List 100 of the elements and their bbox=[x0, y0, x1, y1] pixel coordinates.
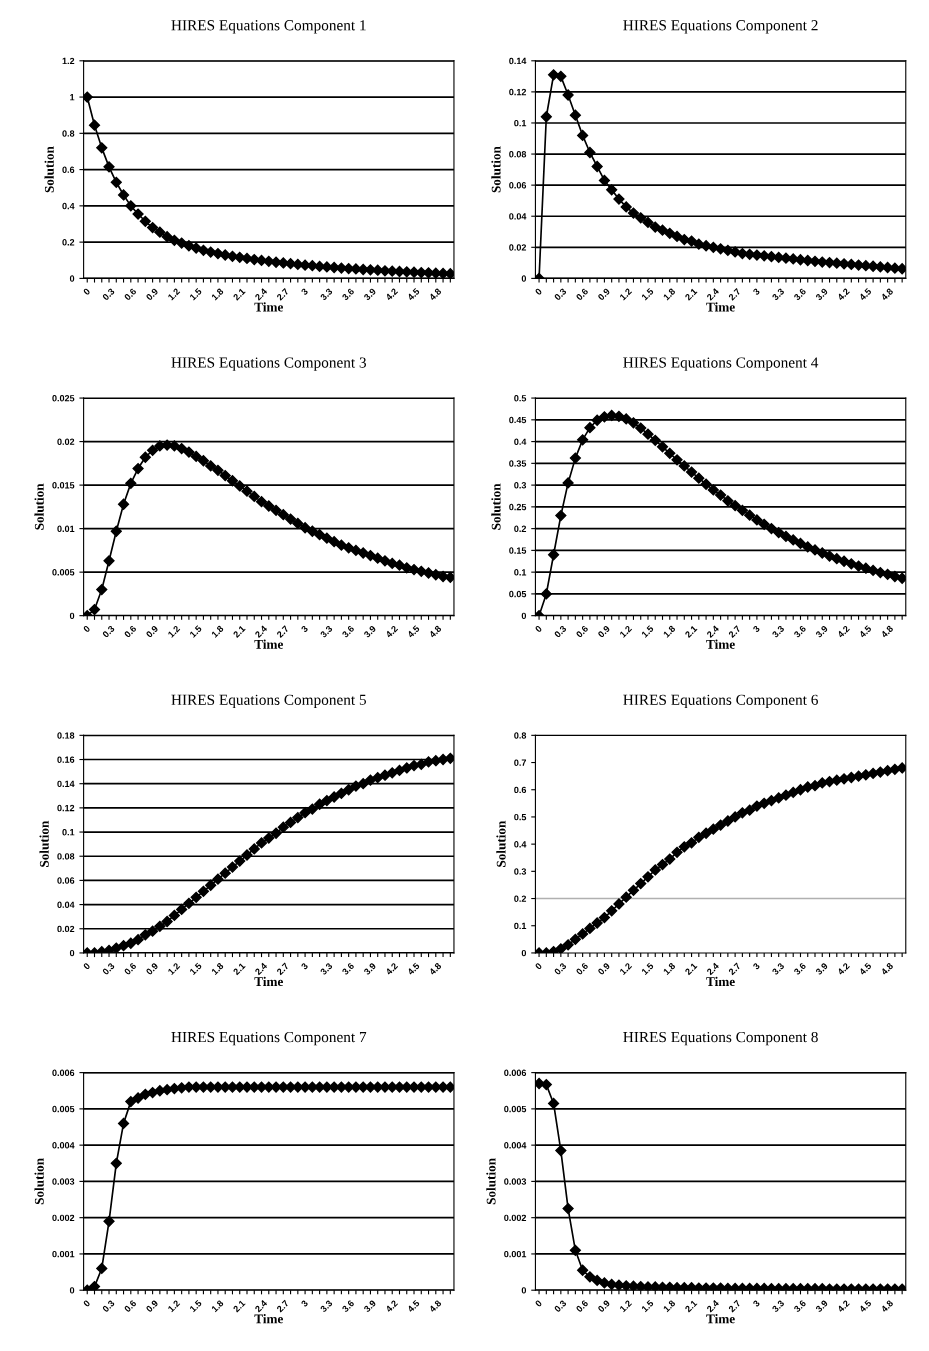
y-tick-label: 0.8 bbox=[514, 732, 527, 739]
point bbox=[729, 811, 741, 823]
point bbox=[555, 70, 567, 82]
x-tick-label: 1.2 bbox=[167, 962, 181, 976]
x-tick-label: 3.6 bbox=[793, 625, 807, 639]
y-tick-label: 0.3 bbox=[514, 868, 527, 875]
point bbox=[562, 939, 574, 951]
y-tick-label: 0.01 bbox=[57, 525, 75, 532]
point bbox=[139, 215, 151, 227]
point bbox=[350, 544, 362, 556]
y-tick-label: 0.001 bbox=[504, 1250, 527, 1258]
x-tick-label: 0.9 bbox=[145, 287, 159, 301]
chart-title: HIRES Equations Component 7 bbox=[171, 1031, 367, 1046]
x-tick-label: 0.3 bbox=[102, 962, 115, 976]
x-tick-label: 0 bbox=[82, 1299, 91, 1308]
point bbox=[328, 791, 340, 803]
y-tick-label: 0.8 bbox=[62, 130, 75, 137]
point bbox=[569, 1244, 581, 1256]
y-tick-label: 0.14 bbox=[57, 780, 75, 788]
y-axis-title: Solution bbox=[39, 820, 49, 867]
x-tick-label: 4.5 bbox=[406, 287, 420, 301]
point bbox=[357, 778, 369, 790]
point bbox=[562, 1203, 574, 1215]
point bbox=[787, 534, 799, 546]
x-tick-label: 1.2 bbox=[167, 625, 181, 638]
x-tick-label: 4.8 bbox=[428, 1299, 442, 1313]
point bbox=[357, 547, 369, 559]
point bbox=[146, 222, 159, 234]
y-tick-label: 1 bbox=[70, 94, 75, 101]
point bbox=[255, 496, 268, 508]
x-tick-label: 4.8 bbox=[880, 287, 894, 301]
point bbox=[219, 867, 231, 879]
point bbox=[845, 558, 857, 570]
point bbox=[816, 547, 828, 559]
point bbox=[664, 447, 676, 459]
x-axis-title: Time bbox=[254, 976, 283, 987]
y-tick-label: 0.18 bbox=[57, 732, 75, 739]
x-tick-label: 0.3 bbox=[553, 625, 567, 639]
x-tick-label: 0.9 bbox=[145, 1299, 159, 1313]
point bbox=[154, 920, 166, 932]
x-tick-label: 3 bbox=[300, 1299, 309, 1308]
point bbox=[248, 843, 260, 855]
x-tick-label: 1.5 bbox=[641, 1299, 654, 1313]
point bbox=[584, 1271, 596, 1283]
x-tick-label: 3 bbox=[752, 962, 761, 971]
x-tick-label: 1.5 bbox=[641, 625, 654, 638]
point bbox=[867, 767, 879, 780]
point bbox=[132, 462, 144, 475]
point bbox=[212, 873, 224, 885]
x-tick-label: 2.4 bbox=[254, 962, 268, 976]
point bbox=[722, 815, 734, 827]
y-tick-label: 0.05 bbox=[509, 590, 527, 598]
chart-title: HIRES Equations Component 5 bbox=[171, 694, 366, 709]
x-tick-label: 4.5 bbox=[858, 287, 872, 301]
point bbox=[96, 583, 108, 596]
x-tick-label: 3.9 bbox=[363, 625, 377, 639]
x-tick-label: 0.9 bbox=[597, 287, 611, 301]
x-tick-label: 1.5 bbox=[189, 1299, 203, 1313]
x-tick-label: 3.3 bbox=[319, 287, 333, 301]
x-tick-label: 3.6 bbox=[341, 1299, 355, 1313]
y-axis-title: Solution bbox=[34, 483, 44, 530]
point bbox=[765, 523, 778, 535]
point bbox=[562, 89, 574, 101]
point bbox=[642, 871, 654, 883]
point bbox=[386, 557, 398, 570]
x-tick-label: 0.3 bbox=[553, 287, 567, 301]
point bbox=[284, 513, 297, 525]
x-tick-label: 2.4 bbox=[706, 962, 720, 976]
point bbox=[306, 803, 318, 815]
point bbox=[226, 475, 239, 487]
x-tick-label: 2.7 bbox=[728, 1299, 741, 1313]
point bbox=[110, 525, 122, 537]
point bbox=[584, 146, 596, 159]
y-tick-label: 0.16 bbox=[57, 756, 75, 763]
y-tick-label: 0.003 bbox=[504, 1178, 527, 1185]
y-tick-label: 0.2 bbox=[514, 895, 527, 902]
point bbox=[780, 530, 792, 543]
y-tick-label: 0.14 bbox=[509, 57, 527, 65]
point bbox=[299, 807, 311, 819]
point bbox=[671, 846, 683, 858]
point bbox=[744, 509, 756, 521]
point bbox=[314, 798, 326, 810]
y-tick-label: 0 bbox=[521, 1287, 527, 1294]
y-tick-label: 0.025 bbox=[52, 395, 75, 402]
x-tick-label: 0.6 bbox=[123, 962, 137, 976]
point bbox=[889, 570, 901, 583]
x-tick-label: 1.2 bbox=[167, 287, 181, 301]
y-tick-label: 0.005 bbox=[52, 1105, 75, 1113]
point bbox=[103, 555, 115, 567]
y-tick-label: 0.002 bbox=[504, 1214, 527, 1222]
x-tick-label: 0.3 bbox=[553, 962, 567, 976]
x-tick-label: 1.2 bbox=[619, 1299, 633, 1313]
y-tick-label: 0.02 bbox=[57, 925, 75, 933]
point bbox=[794, 537, 807, 550]
point bbox=[773, 792, 785, 804]
point bbox=[125, 937, 137, 949]
point bbox=[364, 774, 377, 786]
x-tick-label: 2.4 bbox=[254, 624, 268, 638]
y-tick-label: 0.1 bbox=[514, 119, 527, 127]
x-tick-label: 1.8 bbox=[662, 962, 676, 976]
